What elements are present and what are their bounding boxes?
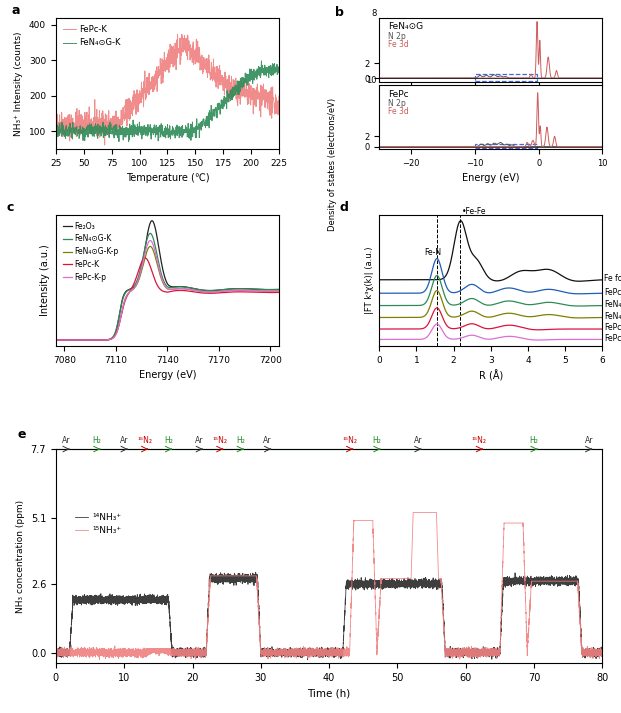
Text: N 2p: N 2p: [388, 99, 406, 108]
Fe 3d: [376, 74, 383, 83]
Fe 3d: [534, 88, 542, 97]
Fe 3d: [612, 143, 619, 151]
Text: e: e: [17, 429, 26, 441]
Text: c: c: [7, 201, 14, 214]
Text: FeN₄⊙G-K: FeN₄⊙G-K: [604, 300, 621, 309]
Text: H₂: H₂: [236, 436, 245, 445]
Text: H₂: H₂: [93, 436, 101, 445]
N 2p: [417, 74, 424, 83]
Text: ¹⁵N₂: ¹⁵N₂: [472, 436, 487, 445]
Text: FePc-K-p: FePc-K-p: [604, 334, 621, 343]
Text: Ar: Ar: [584, 436, 593, 445]
Text: Fe-N: Fe-N: [424, 247, 441, 257]
Text: Ar: Ar: [263, 436, 272, 445]
N 2p: [612, 74, 619, 83]
Y-axis label: |FT k³χ(k)| (a.u.): |FT k³χ(k)| (a.u.): [365, 247, 374, 314]
N 2p: [417, 143, 424, 151]
Text: Fe 3d: Fe 3d: [388, 40, 409, 49]
Fe 3d: [417, 143, 424, 151]
N 2p: [466, 143, 473, 151]
Line: Fe 3d: Fe 3d: [379, 21, 615, 78]
N 2p: [607, 74, 614, 83]
Legend: Fe₂O₃, FeN₄⊙G-K, FeN₄⊙G-K-p, FePc-K, FePc-K-p: Fe₂O₃, FeN₄⊙G-K, FeN₄⊙G-K-p, FePc-K, FeP…: [60, 219, 122, 285]
N 2p: [491, 71, 498, 79]
Fe 3d: [466, 74, 473, 83]
Text: FePc-K: FePc-K: [604, 324, 621, 332]
N 2p: [466, 74, 473, 83]
Text: b: b: [335, 6, 343, 19]
Line: N 2p: N 2p: [379, 75, 615, 78]
Text: a: a: [11, 4, 20, 17]
Text: Fe foil: Fe foil: [604, 274, 621, 283]
Fe 3d: [402, 143, 410, 151]
Fe 3d: [376, 143, 383, 151]
Text: N 2p: N 2p: [388, 32, 406, 41]
Y-axis label: NH₃⁺ Intensity (counts): NH₃⁺ Intensity (counts): [14, 31, 24, 135]
N 2p: [402, 143, 410, 151]
Fe 3d: [612, 74, 619, 83]
Text: H₂: H₂: [530, 436, 538, 445]
X-axis label: Energy (eV): Energy (eV): [462, 173, 520, 183]
Fe 3d: [581, 74, 589, 83]
X-axis label: Temperature (℃): Temperature (℃): [125, 173, 209, 183]
N 2p: [376, 74, 383, 83]
Text: d: d: [339, 201, 348, 214]
N 2p: [476, 71, 484, 80]
N 2p: [402, 74, 410, 83]
Legend: FePc-K, FeN₄⊙G-K: FePc-K, FeN₄⊙G-K: [60, 22, 124, 51]
Fe 3d: [476, 74, 484, 83]
Fe 3d: [607, 74, 614, 83]
Fe 3d: [581, 143, 589, 151]
Fe 3d: [466, 143, 473, 151]
Text: Ar: Ar: [414, 436, 422, 445]
Text: H₂: H₂: [373, 436, 381, 445]
Text: ¹⁵N₂: ¹⁵N₂: [137, 436, 152, 445]
N 2p: [581, 143, 589, 151]
Y-axis label: NH₃ concentration (ppm): NH₃ concentration (ppm): [16, 500, 25, 612]
N 2p: [612, 143, 619, 151]
Fe 3d: [476, 143, 484, 151]
Text: ¹⁵N₂: ¹⁵N₂: [212, 436, 227, 445]
Text: Ar: Ar: [120, 436, 129, 445]
Line: Fe 3d: Fe 3d: [379, 93, 615, 147]
Text: ¹⁵N₂: ¹⁵N₂: [342, 436, 357, 445]
Fe 3d: [607, 143, 614, 151]
N 2p: [607, 143, 614, 151]
Line: N 2p: N 2p: [379, 143, 615, 147]
X-axis label: Energy (eV): Energy (eV): [138, 370, 196, 380]
Text: FePc: FePc: [388, 90, 409, 98]
Bar: [475, 144, 537, 148]
Fe 3d: [417, 74, 424, 83]
N 2p: [497, 138, 504, 147]
Text: FePc: FePc: [604, 287, 621, 297]
Text: Ar: Ar: [195, 436, 204, 445]
Text: FeN₄⊙G-K-p: FeN₄⊙G-K-p: [604, 312, 621, 321]
Text: Ar: Ar: [62, 436, 70, 445]
Legend: ¹⁴NH₃⁺, ¹⁵NH₃⁺: ¹⁴NH₃⁺, ¹⁵NH₃⁺: [71, 509, 125, 539]
N 2p: [476, 140, 484, 149]
N 2p: [376, 143, 383, 151]
Text: Fe 3d: Fe 3d: [388, 108, 409, 116]
Fe 3d: [533, 17, 541, 26]
Text: 8: 8: [372, 9, 377, 18]
Fe 3d: [402, 74, 410, 83]
Text: •Fe-Fe: •Fe-Fe: [461, 207, 486, 216]
N 2p: [581, 74, 589, 83]
Text: Density of states (electrons/eV): Density of states (electrons/eV): [328, 98, 337, 230]
Text: H₂: H₂: [164, 436, 173, 445]
X-axis label: Time (h): Time (h): [307, 688, 351, 698]
Bar: [475, 74, 537, 81]
Text: FeN₄⊙G: FeN₄⊙G: [388, 22, 424, 31]
X-axis label: R (Å): R (Å): [479, 370, 503, 381]
Y-axis label: Intensity (a.u.): Intensity (a.u.): [40, 245, 50, 317]
Text: 10: 10: [366, 76, 377, 85]
